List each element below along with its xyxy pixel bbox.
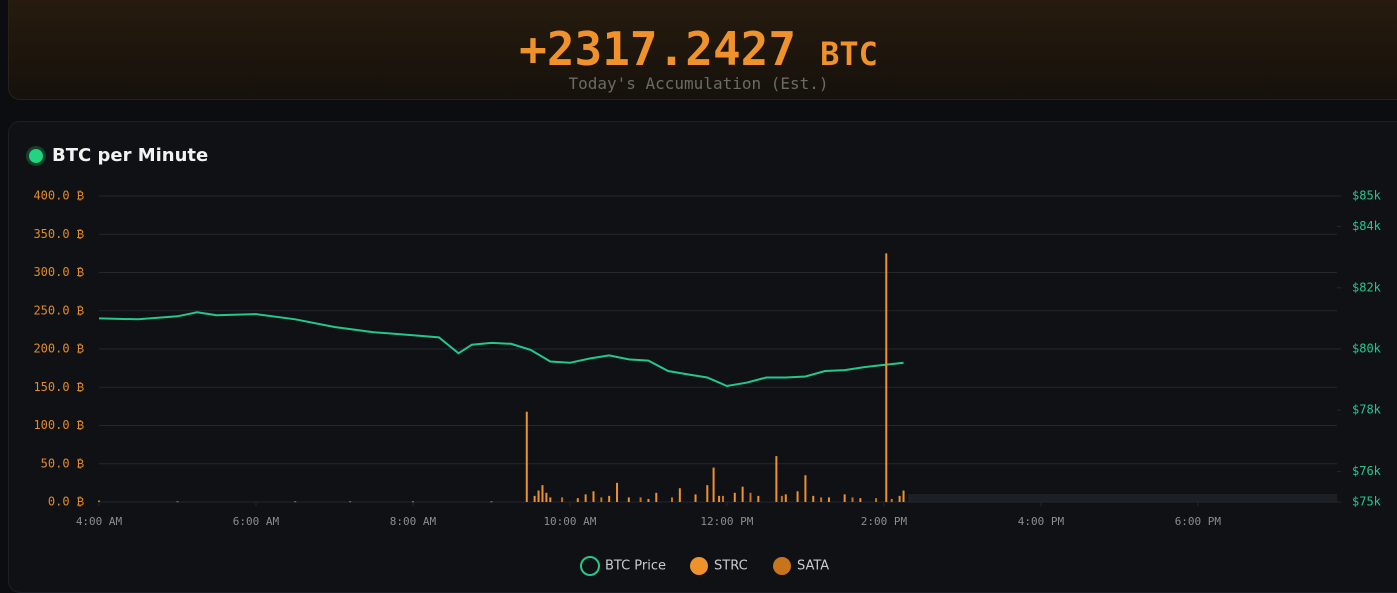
accumulation: +2317.2427 BTC: [0, 22, 1397, 76]
bar: [616, 482, 619, 502]
bar: [525, 411, 528, 502]
bar: [820, 497, 823, 502]
status-dot: [29, 149, 43, 163]
bar: [545, 492, 548, 502]
legend-swatch: [773, 557, 791, 575]
bar: [537, 490, 540, 502]
y-tick-label: 100.0 ₿: [33, 418, 84, 432]
bar: [796, 491, 799, 502]
bar: [780, 495, 783, 502]
bar: [176, 501, 179, 503]
y-tick-label: 400.0 ₿: [33, 189, 84, 203]
bar: [804, 475, 807, 502]
bar: [670, 497, 673, 502]
accumulation-caption: Today's Accumulation (Est.): [568, 74, 829, 93]
y-tick-label: 200.0 ₿: [33, 342, 84, 356]
legend-label: STRC: [714, 559, 748, 574]
bar: [584, 494, 587, 502]
bar: [784, 494, 787, 502]
y2-tick-label: $75k: [1352, 495, 1382, 509]
bar: [600, 497, 603, 502]
x-tick-label: 6:00 PM: [1175, 515, 1222, 528]
price-line: [98, 311, 904, 388]
bar: [843, 494, 846, 502]
bar: [627, 497, 630, 502]
bar: [712, 467, 715, 502]
x-tick-label: 10:00 AM: [543, 515, 596, 528]
bar: [694, 494, 697, 502]
bar: [576, 498, 579, 502]
bar: [757, 495, 760, 502]
bar: [885, 253, 888, 502]
bar: [775, 456, 778, 502]
summary-card: [8, 0, 1397, 100]
bar: [678, 488, 681, 502]
y2-tick-label: $78k: [1352, 403, 1382, 417]
future-band: [908, 494, 1337, 502]
x-tick-label: 12:00 PM: [700, 515, 753, 528]
bar: [349, 501, 352, 503]
x-tick-label: 8:00 AM: [390, 515, 437, 528]
bar: [592, 491, 595, 502]
bar: [98, 500, 100, 502]
y2-tick-label: $84k: [1352, 219, 1382, 233]
legend-label: BTC Price: [605, 559, 666, 574]
bar: [706, 485, 709, 502]
bar: [533, 495, 536, 502]
bar: [490, 501, 493, 503]
bar: [639, 497, 642, 502]
y2-tick-label: $82k: [1352, 280, 1382, 294]
bar: [898, 495, 901, 502]
bar: [718, 495, 721, 502]
y-tick-label: 150.0 ₿: [33, 380, 84, 394]
bar: [294, 501, 297, 503]
bar: [749, 492, 752, 502]
chart-card: [8, 121, 1397, 593]
bar: [561, 497, 564, 502]
y2-tick-label: $76k: [1352, 464, 1382, 478]
bar: [733, 492, 736, 502]
legend-swatch: [580, 556, 600, 576]
bar: [827, 497, 830, 502]
y2-tick-label: $80k: [1352, 342, 1382, 356]
bar: [549, 497, 552, 502]
bar: [890, 498, 893, 502]
bar: [741, 486, 744, 502]
bar: [902, 490, 905, 502]
bar: [875, 498, 878, 502]
bar: [411, 501, 414, 503]
bar: [608, 495, 611, 502]
x-tick-label: 6:00 AM: [233, 515, 280, 528]
y-tick-label: 350.0 ₿: [33, 227, 84, 241]
bar: [655, 492, 658, 502]
bar: [541, 485, 544, 502]
bar: [647, 498, 650, 502]
y-tick-label: 250.0 ₿: [33, 303, 84, 317]
y-tick-label: 300.0 ₿: [33, 265, 84, 279]
x-tick-label: 4:00 AM: [76, 515, 123, 528]
bar: [851, 497, 854, 502]
bar: [859, 498, 862, 502]
y-tick-label: 0.0 ₿: [48, 495, 84, 509]
accumulation-unit: BTC: [820, 35, 878, 73]
legend-swatch: [690, 557, 708, 575]
y2-tick-label: $85k: [1352, 189, 1382, 203]
x-tick-label: 4:00 PM: [1018, 515, 1065, 528]
accumulation-value: +2317.2427: [519, 22, 797, 76]
legend-label: SATA: [797, 559, 829, 574]
y-tick-label: 50.0 ₿: [41, 456, 84, 470]
x-tick-label: 2:00 PM: [861, 515, 908, 528]
bar: [722, 495, 724, 502]
bar: [812, 495, 815, 502]
chart-title: BTC per Minute: [52, 145, 208, 166]
